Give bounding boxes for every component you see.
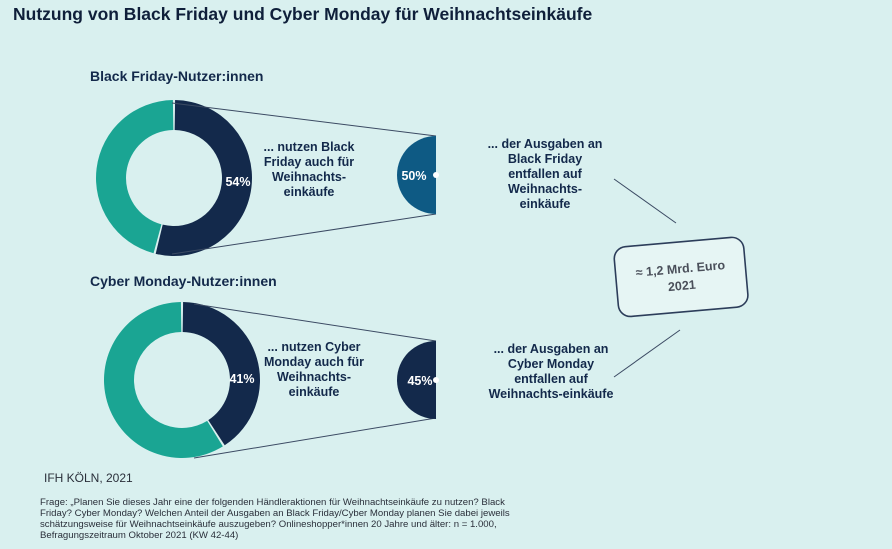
callout-year: 2021	[667, 278, 696, 294]
cm-connector-bottom	[193, 417, 437, 459]
bf-users-description: ... nutzen Black Friday auch für Weihnac…	[263, 140, 355, 199]
cm-donut: 41%	[103, 302, 260, 458]
cm-connector-top	[193, 303, 437, 342]
callout-box: ≈ 1,2 Mrd. Euro 2021	[613, 236, 749, 318]
cm-users-percent-label: 41%	[229, 372, 254, 386]
bf-connector-bottom	[171, 213, 437, 255]
bf-donut: 54%	[95, 100, 253, 257]
cm-half-dot	[433, 377, 439, 383]
bf-half-dot	[433, 172, 439, 178]
cm-spending-description: ... der Ausgaben an Cyber Monday entfall…	[488, 342, 614, 401]
cm-donut-users-segment	[182, 302, 260, 446]
callout-connector-bottom	[613, 329, 681, 378]
cm-users-description: ... nutzen Cyber Monday auch für Weihnac…	[263, 340, 364, 399]
bf-spending-description: ... der Ausgaben an Black Friday entfall…	[487, 137, 603, 211]
chart-title: Nutzung von Black Friday und Cyber Monda…	[13, 4, 593, 24]
source-credit: IFH KÖLN, 2021	[44, 471, 133, 485]
cm-section-title: Cyber Monday-Nutzer:innen	[90, 273, 277, 289]
bf-section-title: Black Friday-Nutzer:innen	[90, 68, 264, 84]
callout-connector-top	[613, 178, 677, 224]
survey-footnote: Frage: „Planen Sie dieses Jahr eine der …	[40, 497, 510, 541]
bf-connector-top	[171, 102, 437, 137]
cm-donut-rest-segment	[103, 302, 223, 458]
bf-donut-rest-segment	[95, 100, 174, 254]
cm-spending-half-circle	[397, 341, 436, 419]
cm-spending-percent-label: 45%	[407, 374, 432, 388]
bf-spending-percent-label: 50%	[401, 169, 426, 183]
bf-users-percent-label: 54%	[225, 175, 250, 189]
bf-donut-users-segment	[155, 100, 253, 257]
bf-spending-half-circle	[397, 136, 436, 214]
